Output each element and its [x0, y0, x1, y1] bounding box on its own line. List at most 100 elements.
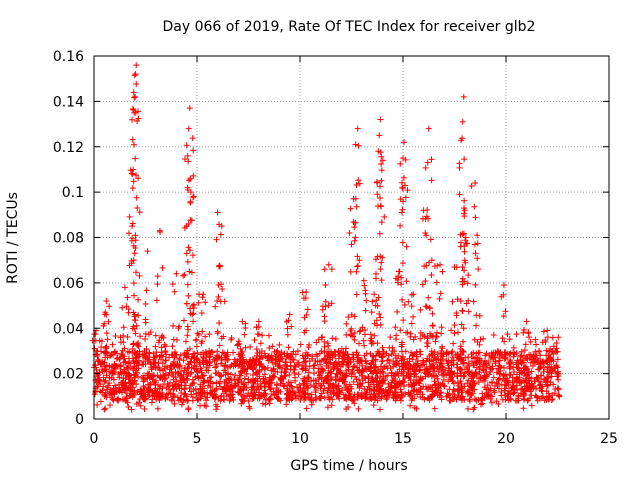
data-point — [169, 352, 176, 359]
data-point — [221, 367, 228, 374]
data-point — [361, 386, 368, 393]
data-point — [461, 248, 468, 255]
data-point — [213, 361, 220, 368]
data-point — [97, 398, 104, 405]
data-point — [409, 382, 416, 389]
data-point — [401, 383, 408, 390]
data-point — [405, 370, 412, 377]
data-point — [178, 390, 185, 397]
data-point — [353, 351, 360, 358]
data-point — [209, 388, 216, 395]
data-point — [474, 240, 481, 247]
data-point — [216, 380, 223, 387]
data-point — [379, 380, 386, 387]
data-point — [454, 351, 461, 358]
data-point — [102, 366, 109, 373]
data-point — [129, 391, 136, 398]
y-tick-label: 0.1 — [62, 185, 84, 201]
data-point — [369, 298, 376, 305]
data-point — [241, 367, 248, 374]
data-point — [199, 328, 206, 335]
data-point — [101, 378, 108, 385]
data-point — [423, 386, 430, 393]
data-point — [198, 309, 205, 316]
data-point — [186, 247, 193, 254]
data-point — [431, 365, 438, 372]
data-point — [482, 375, 489, 382]
data-point — [204, 360, 211, 367]
y-tick-label: 0.06 — [53, 276, 84, 292]
data-point — [470, 377, 477, 384]
data-point — [393, 332, 400, 339]
data-point — [183, 351, 190, 358]
data-point — [128, 406, 135, 413]
data-point — [318, 374, 325, 381]
data-point — [358, 367, 365, 374]
data-point — [288, 379, 295, 386]
data-point — [111, 389, 118, 396]
data-point — [227, 371, 234, 378]
data-point — [376, 230, 383, 237]
data-point — [150, 392, 157, 399]
data-point — [162, 394, 169, 401]
data-point — [344, 362, 351, 369]
data-point — [159, 367, 166, 374]
data-point — [546, 361, 553, 368]
data-point — [250, 366, 257, 373]
x-tick-label: 25 — [600, 431, 618, 447]
data-point — [122, 358, 129, 365]
data-point — [152, 332, 159, 339]
data-point — [135, 312, 142, 319]
data-point — [446, 394, 453, 401]
y-tick-label: 0.04 — [53, 321, 84, 337]
data-point — [181, 391, 188, 398]
data-point — [424, 395, 431, 402]
data-point — [216, 342, 223, 349]
data-point — [461, 207, 468, 214]
data-point — [283, 366, 290, 373]
data-point — [448, 358, 455, 365]
data-point — [142, 330, 149, 337]
data-point — [535, 358, 542, 365]
data-point — [345, 386, 352, 393]
data-point — [488, 399, 495, 406]
data-point — [189, 252, 196, 259]
data-point — [468, 385, 475, 392]
data-point — [439, 268, 446, 275]
data-point — [348, 395, 355, 402]
data-point — [493, 369, 500, 376]
data-point — [367, 351, 374, 358]
data-point — [245, 362, 252, 369]
data-point — [434, 262, 441, 269]
data-point — [186, 268, 193, 275]
data-point — [500, 313, 507, 320]
data-point — [500, 282, 507, 289]
data-point — [152, 343, 159, 350]
data-point — [338, 387, 345, 394]
data-point — [473, 350, 480, 357]
data-point — [556, 393, 563, 400]
data-point — [487, 368, 494, 375]
data-point — [132, 349, 139, 356]
data-point — [428, 271, 435, 278]
data-point — [330, 361, 337, 368]
data-point — [504, 331, 511, 338]
data-point — [134, 118, 141, 125]
data-point — [152, 364, 159, 371]
data-point — [408, 303, 415, 310]
data-point — [459, 308, 466, 315]
data-point — [450, 361, 457, 368]
data-point — [509, 379, 516, 386]
data-point — [226, 375, 233, 382]
data-point — [417, 367, 424, 374]
data-point — [348, 331, 355, 338]
data-point — [548, 373, 555, 380]
data-point — [94, 383, 101, 390]
data-point — [241, 384, 248, 391]
data-point — [439, 364, 446, 371]
data-point — [181, 155, 188, 162]
data-point — [457, 370, 464, 377]
data-point — [348, 370, 355, 377]
data-point — [319, 334, 326, 341]
data-point — [186, 361, 193, 368]
